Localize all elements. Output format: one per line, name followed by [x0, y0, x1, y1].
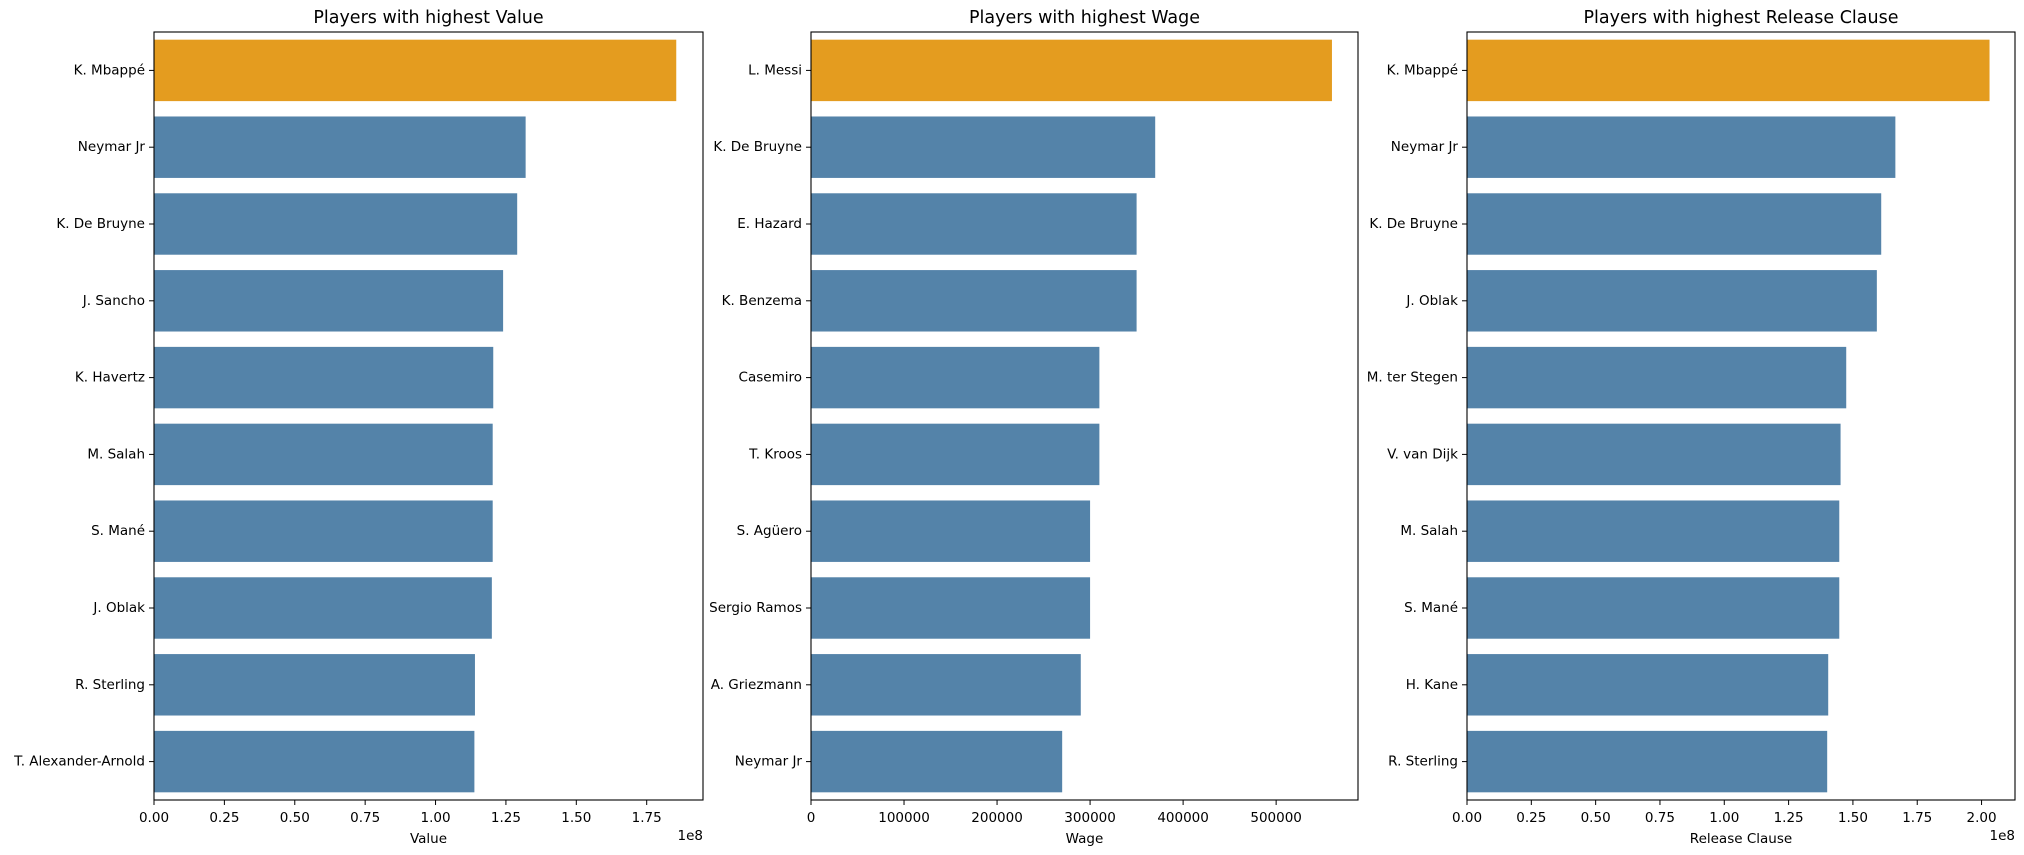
y-tick-label: K. De Bruyne: [713, 139, 802, 155]
y-tick-label: Neymar Jr: [1391, 139, 1459, 155]
bar: [1467, 423, 1841, 486]
chart-title: Players with highest Release Clause: [1583, 8, 1898, 28]
plot-frame: [810, 31, 1359, 801]
y-tick-label: K. Benzema: [722, 293, 802, 309]
plot-frame: [153, 31, 704, 801]
x-tick-label: 0.50: [280, 810, 310, 826]
x-tick-label: 1.75: [1902, 810, 1932, 826]
bar: [1467, 654, 1829, 716]
bar: [811, 654, 1081, 716]
x-tick-label: 0.75: [350, 810, 380, 826]
bar: [811, 730, 1063, 793]
bar: [1467, 39, 1990, 102]
bar: [154, 730, 475, 793]
x-axis-offset-label: 1e8: [1990, 828, 2015, 844]
x-tick-label: 1.25: [491, 810, 521, 826]
bar: [154, 500, 493, 562]
bar: [154, 116, 526, 178]
x-axis-label: Value: [410, 831, 447, 847]
bar: [1467, 346, 1847, 409]
y-tick-label: V. van Dijk: [1387, 446, 1458, 462]
bar: [154, 423, 493, 486]
x-axis-label: Wage: [1066, 831, 1104, 847]
plot-frame: [1466, 31, 2016, 801]
y-tick-label: K. Mbappé: [1387, 62, 1458, 78]
bar: [154, 270, 504, 332]
y-tick-label: E. Hazard: [737, 216, 802, 232]
bar: [811, 270, 1137, 332]
y-tick-label: Casemiro: [739, 370, 802, 386]
y-tick-label: K. Mbappé: [74, 62, 145, 78]
y-tick-label: J. Oblak: [1405, 293, 1458, 309]
x-tick-label: 400000: [1157, 810, 1209, 826]
y-tick-label: S. Mané: [91, 523, 145, 539]
y-tick-label: M. Salah: [87, 446, 145, 462]
bar: [1467, 116, 1896, 178]
chart-title: Players with highest Value: [313, 8, 543, 28]
x-tick-label: 1.50: [561, 810, 591, 826]
x-axis-label: Release Clause: [1690, 831, 1792, 847]
y-tick-label: Sergio Ramos: [709, 600, 802, 616]
chart-panel-2: L. Messi K. De Bruyne E. Hazard K. Benzema C…: [709, 8, 1359, 847]
x-tick-label: 200000: [971, 810, 1023, 826]
bar: [811, 577, 1091, 639]
bar: [154, 577, 492, 639]
bar: [1467, 577, 1840, 639]
y-tick-label: T. Alexander-Arnold: [13, 754, 145, 770]
y-tick-label: R. Sterling: [75, 677, 145, 693]
y-tick-label: K. De Bruyne: [1369, 216, 1458, 232]
x-tick-label: 0: [807, 810, 816, 826]
y-tick-label: L. Messi: [748, 62, 802, 78]
y-tick-label: J. Sancho: [82, 293, 145, 309]
chart-title: Players with highest Wage: [969, 8, 1200, 28]
x-tick-label: 1.00: [421, 810, 451, 826]
bar: [154, 346, 494, 409]
x-tick-label: 0.25: [1516, 810, 1546, 826]
bar: [811, 193, 1137, 255]
bar: [154, 193, 518, 255]
bar: [1467, 730, 1828, 793]
y-tick-label: M. Salah: [1400, 523, 1458, 539]
y-tick-label: K. De Bruyne: [56, 216, 145, 232]
x-axis-offset-label: 1e8: [678, 828, 703, 844]
bar: [1467, 500, 1840, 562]
bar: [1467, 270, 1877, 332]
x-tick-label: 1.75: [632, 810, 662, 826]
y-tick-label: Neymar Jr: [735, 754, 803, 770]
bar: [811, 423, 1100, 486]
bar: [811, 39, 1332, 102]
y-tick-label: R. Sterling: [1388, 754, 1458, 770]
bar: [811, 500, 1091, 562]
bar: [811, 116, 1156, 178]
y-tick-label: K. Havertz: [75, 370, 145, 386]
chart-panel-3: K. Mbappé Neymar Jr K. De Bruyne J. Oblak M.…: [1367, 8, 2016, 847]
y-tick-label: H. Kane: [1406, 677, 1458, 693]
y-tick-label: A. Griezmann: [711, 677, 802, 693]
bar: [154, 39, 677, 102]
x-tick-label: 1.25: [1774, 810, 1804, 826]
x-tick-label: 500000: [1250, 810, 1302, 826]
x-tick-label: 0.00: [139, 810, 169, 826]
y-tick-label: S. Mané: [1404, 600, 1458, 616]
x-tick-label: 100000: [878, 810, 930, 826]
x-tick-label: 1.50: [1838, 810, 1868, 826]
chart-panel-1: K. Mbappé Neymar Jr K. De Bruyne J. Sancho K…: [13, 8, 704, 847]
y-tick-label: J. Oblak: [92, 600, 145, 616]
x-tick-label: 0.00: [1452, 810, 1482, 826]
y-tick-label: Neymar Jr: [78, 139, 146, 155]
y-tick-label: S. Agüero: [737, 523, 802, 539]
x-tick-label: 0.25: [209, 810, 239, 826]
y-tick-label: M. ter Stegen: [1367, 370, 1458, 386]
x-tick-label: 0.50: [1581, 810, 1611, 826]
bar: [1467, 193, 1882, 255]
x-tick-label: 0.75: [1645, 810, 1675, 826]
x-tick-label: 1.00: [1709, 810, 1739, 826]
bar: [154, 654, 475, 716]
y-tick-label: T. Kroos: [748, 446, 802, 462]
x-tick-label: 300000: [1064, 810, 1116, 826]
x-tick-label: 2.00: [1967, 810, 1997, 826]
bar: [811, 346, 1100, 409]
